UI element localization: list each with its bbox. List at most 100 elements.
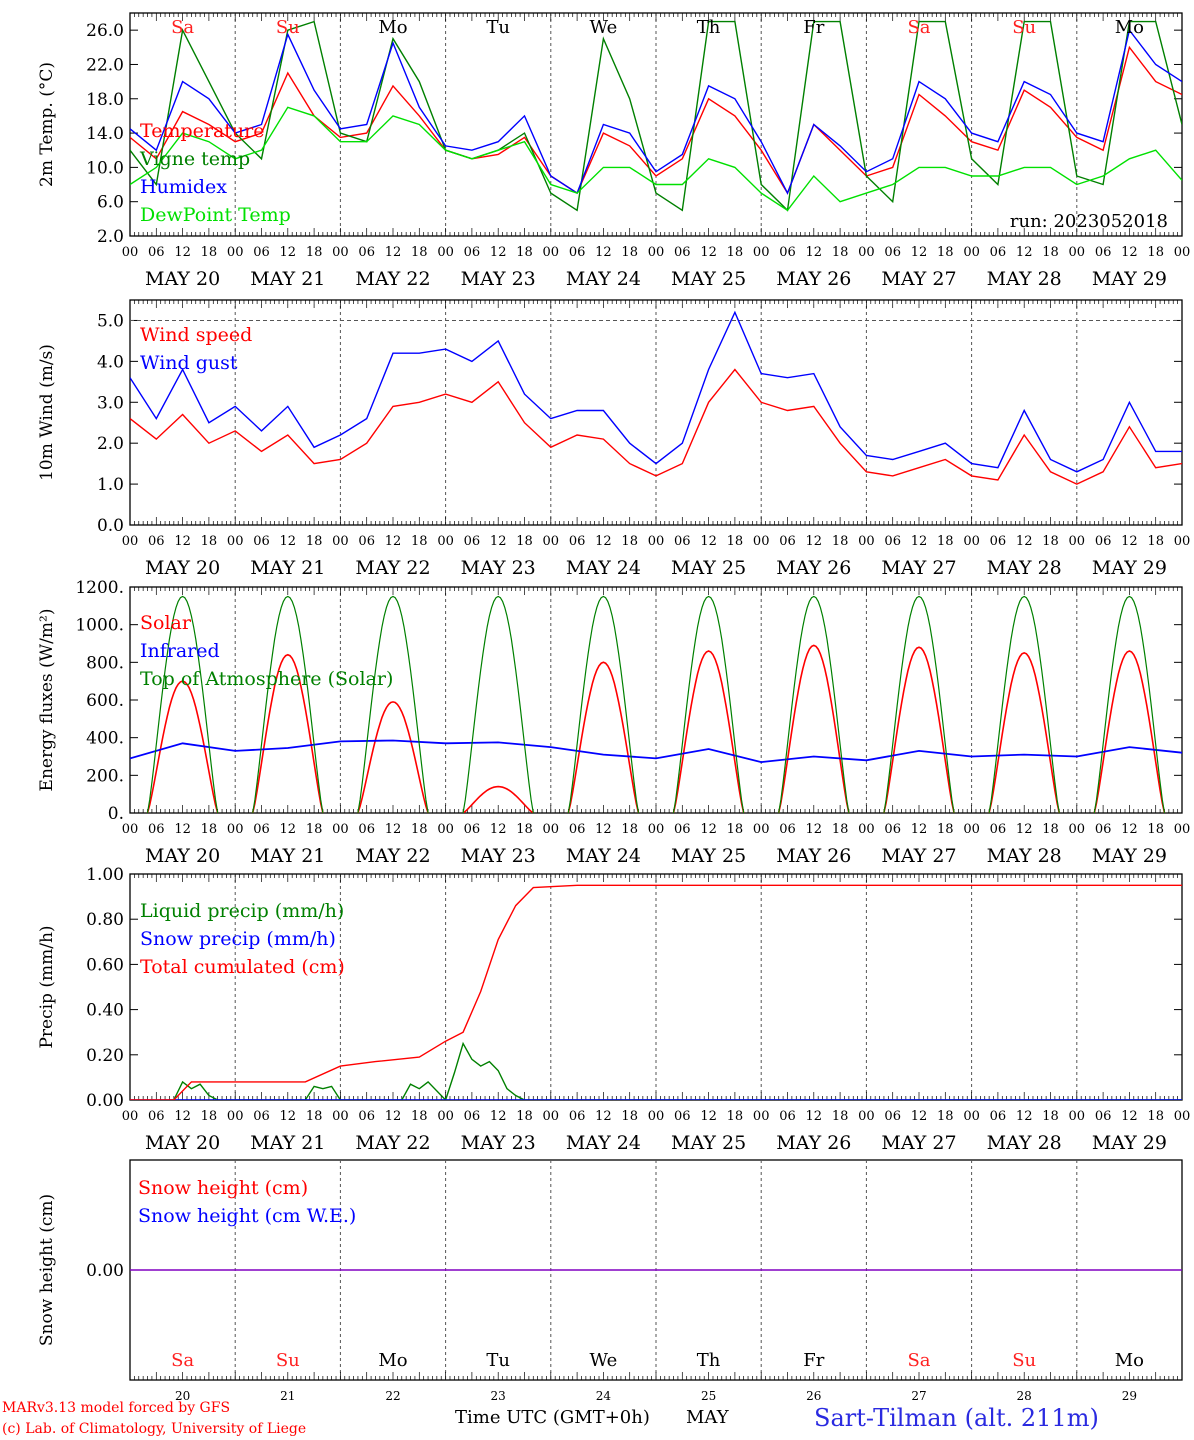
hour-tick-label: 00 (122, 822, 139, 837)
hour-tick-label: 18 (306, 534, 323, 549)
day-name-label: Tu (486, 1350, 510, 1371)
series-line-1 (130, 20, 1182, 212)
date-label: MAY 24 (566, 845, 641, 867)
y-tick-label: 26.0 (86, 21, 124, 41)
hour-tick-label: 18 (201, 534, 218, 549)
hour-tick-label: 00 (1174, 822, 1191, 837)
hour-tick-label: 18 (1042, 1109, 1059, 1124)
hour-tick-label: 12 (806, 1109, 823, 1124)
hour-tick-label: 06 (779, 534, 796, 549)
hour-tick-label: 00 (1069, 1109, 1086, 1124)
series-line-0 (146, 644, 1166, 813)
date-label: MAY 28 (987, 845, 1062, 867)
hour-tick-label: 12 (806, 245, 823, 260)
hour-tick-label: 18 (516, 1109, 533, 1124)
hour-tick-label: 06 (464, 1109, 481, 1124)
hour-tick-label: 18 (832, 245, 849, 260)
day-number-label: 24 (596, 1389, 612, 1403)
hour-tick-label: 00 (227, 822, 244, 837)
hour-tick-label: 00 (437, 534, 454, 549)
panel-3: 0. 200. 400. 600. 800. 1000. 1200. Energy fluxe… (37, 578, 1190, 867)
hour-tick-label: 00 (227, 1109, 244, 1124)
date-label: MAY 29 (1092, 845, 1167, 867)
hour-tick-label: 06 (358, 534, 375, 549)
hour-tick-label: 12 (595, 822, 612, 837)
legend-entry: Wind speed (140, 324, 252, 346)
plot-area (130, 20, 1182, 212)
bottom-axis-month: MAY (686, 1407, 730, 1428)
day-name-label: Th (697, 17, 721, 38)
y-tick-label: 18.0 (86, 90, 124, 110)
hour-tick-label: 00 (963, 822, 980, 837)
hour-tick-label: 00 (543, 822, 560, 837)
y-tick-label: 600. (86, 691, 124, 711)
hour-tick-label: 00 (543, 1109, 560, 1124)
date-label: MAY 22 (355, 845, 430, 867)
hour-tick-label: 06 (569, 822, 586, 837)
legend-entry: Top of Atmosphere (Solar) (140, 668, 393, 690)
hour-tick-label: 00 (332, 1109, 349, 1124)
hour-tick-label: 18 (1147, 822, 1164, 837)
hour-tick-label: 18 (937, 534, 954, 549)
hour-tick-label: 12 (490, 534, 507, 549)
date-label: MAY 22 (355, 557, 430, 579)
hour-tick-label: 06 (464, 822, 481, 837)
hour-tick-label: 12 (1121, 534, 1138, 549)
day-name-label: Sa (171, 1350, 194, 1371)
hour-tick-label: 12 (1121, 1109, 1138, 1124)
date-label: MAY 28 (987, 268, 1062, 290)
hour-tick-label: 06 (358, 245, 375, 260)
y-tick-label: 1200. (75, 578, 124, 598)
hour-tick-label: 12 (700, 245, 717, 260)
date-label: MAY 25 (671, 557, 746, 579)
series-line-2 (130, 28, 1182, 195)
hour-tick-label: 12 (1121, 245, 1138, 260)
day-name-label: Mo (378, 17, 407, 38)
hour-tick-label: 06 (990, 245, 1007, 260)
day-name-label: Sa (171, 17, 194, 38)
hour-tick-label: 00 (753, 534, 770, 549)
hour-tick-label: 18 (1042, 534, 1059, 549)
hour-tick-label: 18 (411, 534, 428, 549)
y-tick-label: 0. (108, 804, 124, 824)
date-label: MAY 20 (145, 557, 220, 579)
hour-tick-label: 18 (306, 822, 323, 837)
hour-tick-label: 06 (253, 245, 270, 260)
hour-tick-label: 00 (753, 245, 770, 260)
day-number-label: 22 (385, 1389, 400, 1403)
hour-tick-label: 06 (674, 534, 691, 549)
hour-tick-label: 12 (700, 822, 717, 837)
date-label: MAY 27 (881, 268, 956, 290)
hour-tick-label: 12 (490, 822, 507, 837)
hour-tick-label: 06 (148, 245, 165, 260)
series-line-1 (130, 739, 1182, 764)
y-tick-label: 22.0 (86, 55, 124, 75)
hour-tick-label: 06 (253, 534, 270, 549)
date-label: MAY 21 (250, 268, 325, 290)
hour-tick-label: 00 (122, 534, 139, 549)
day-name-label: Su (1012, 17, 1036, 38)
hour-tick-label: 12 (280, 245, 297, 260)
hour-tick-label: 00 (122, 1109, 139, 1124)
y-tick-label: 0.80 (86, 910, 124, 930)
hour-tick-label: 12 (1016, 822, 1033, 837)
date-label: MAY 28 (987, 557, 1062, 579)
hour-tick-label: 00 (1174, 245, 1191, 260)
hour-tick-label: 12 (385, 245, 402, 260)
hour-tick-label: 18 (411, 1109, 428, 1124)
hour-tick-label: 06 (674, 1109, 691, 1124)
hour-tick-label: 12 (1121, 822, 1138, 837)
y-tick-label: 14.0 (86, 124, 124, 144)
day-name-label: Su (276, 17, 300, 38)
hour-tick-label: 00 (227, 245, 244, 260)
hour-tick-label: 00 (753, 822, 770, 837)
hour-tick-label: 12 (595, 245, 612, 260)
hour-tick-label: 12 (385, 1109, 402, 1124)
hour-tick-label: 00 (858, 822, 875, 837)
hour-tick-label: 12 (174, 245, 191, 260)
date-label: MAY 21 (250, 1132, 325, 1154)
date-label: MAY 24 (566, 1132, 641, 1154)
y-tick-label: 0.40 (86, 1001, 124, 1021)
panel-2: 0.0 1.0 2.0 3.0 4.0 5.0 10m Wind (m/s) 00 06 12 18… (37, 299, 1190, 579)
hour-tick-label: 06 (990, 1109, 1007, 1124)
